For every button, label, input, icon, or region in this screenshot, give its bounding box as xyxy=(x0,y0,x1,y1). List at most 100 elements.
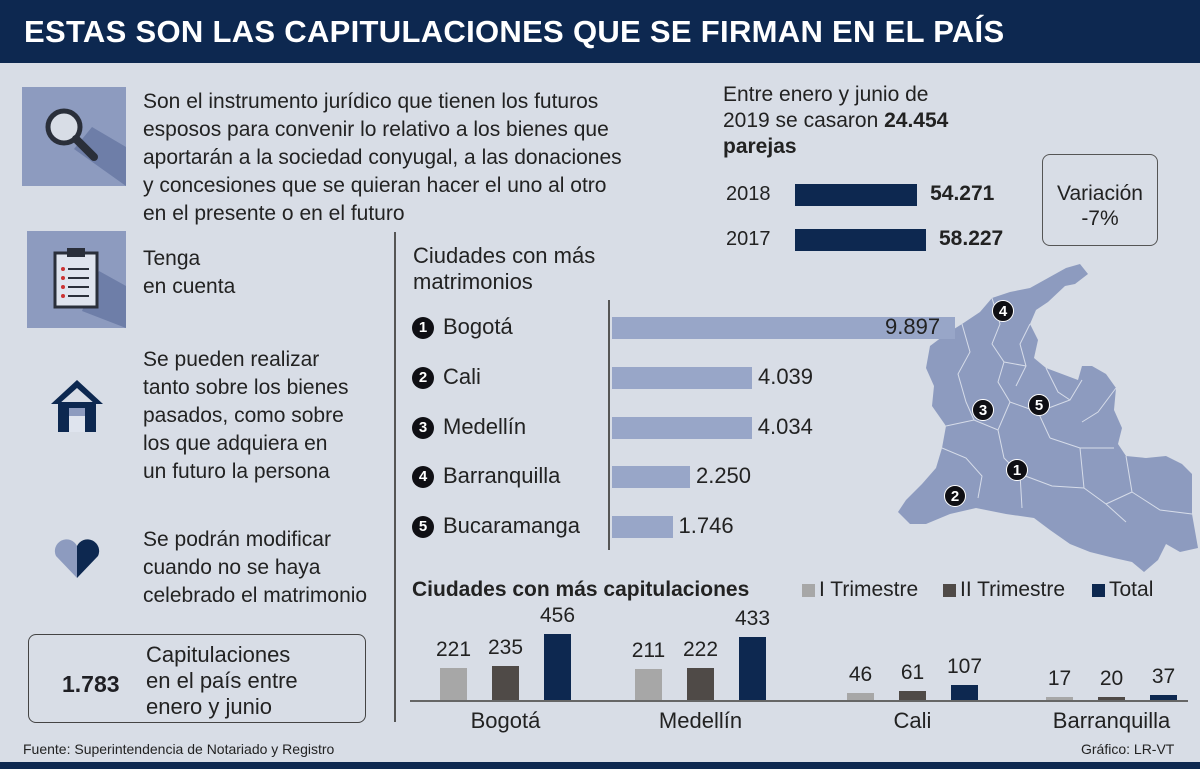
clipboard-icon-box xyxy=(27,231,126,328)
notes-heading-line: Tenga xyxy=(143,247,201,270)
capitulaciones-category-label: Bogotá xyxy=(470,708,541,733)
map-marker-5: 5 xyxy=(1028,394,1050,416)
notes-heading: Tenga en cuenta xyxy=(143,245,235,301)
city-value-label: 4.034 xyxy=(757,414,813,439)
marriages-chart-axis xyxy=(608,300,610,550)
capitulaciones-value-label: 235 xyxy=(487,635,524,659)
city-bar xyxy=(612,367,752,389)
capitulaciones-value-label: 17 xyxy=(1047,667,1072,690)
city-bar xyxy=(612,317,955,339)
note-line: pasados, como sobre xyxy=(143,404,344,427)
map-marker-3: 3 xyxy=(972,399,994,421)
capitulaciones-baseline xyxy=(410,700,1188,702)
year-bar xyxy=(795,184,918,206)
city-value-label: 9.897 xyxy=(885,314,941,339)
notes-heading-line: en cuenta xyxy=(143,275,236,298)
page-title: ESTAS SON LAS CAPITULACIONES QUE SE FIRM… xyxy=(24,14,1005,49)
city-bar xyxy=(612,417,752,439)
total-label-line: enero y junio xyxy=(146,694,272,719)
capitulaciones-value-label: 221 xyxy=(435,638,472,661)
house-icon xyxy=(51,380,103,432)
rank-badge: 3 xyxy=(412,417,434,439)
note-line: Se pueden realizar xyxy=(143,348,320,371)
note-line: celebrado el matrimonio xyxy=(143,584,368,607)
capitulaciones-value-label: 456 xyxy=(539,604,576,627)
intro-line: y concesiones que se quieran hacer el un… xyxy=(143,174,607,197)
map-marker-1: 1 xyxy=(1006,459,1028,481)
legend-swatch xyxy=(943,584,956,597)
note-modificar: Se podrán modificar cuando no se haya ce… xyxy=(143,526,367,610)
capitulaciones-bar xyxy=(492,665,519,700)
marriages-line: parejas xyxy=(723,135,797,158)
marriages-total: 24.454 xyxy=(884,109,949,132)
capitulaciones-value-label: 46 xyxy=(848,663,873,687)
total-capitulaciones-box: 1.783 Capitulaciones en el país entre en… xyxy=(28,634,366,723)
total-label: Capitulaciones en el país entre enero y … xyxy=(146,642,298,720)
city-value-label: 1.746 xyxy=(678,513,734,538)
note-line: los que adquiera en xyxy=(143,432,328,455)
city-bar xyxy=(612,466,690,488)
city-label: Medellín xyxy=(443,414,527,439)
legend-label: I Trimestre xyxy=(819,578,919,601)
capitulaciones-chart-title: Ciudades con más capitulaciones xyxy=(412,578,750,601)
heart-icon xyxy=(54,539,100,578)
note-line: tanto sobre los bienes xyxy=(143,376,349,399)
intro-line: Son el instrumento jurídico que tienen l… xyxy=(143,90,599,113)
variation-label: Variación xyxy=(1057,182,1143,205)
city-value-label: 2.250 xyxy=(695,463,752,488)
capitulaciones-value-label: 37 xyxy=(1151,664,1176,688)
intro-line: esposos para convenir lo relativo a los … xyxy=(143,118,609,141)
city-label: Cali xyxy=(443,364,481,389)
capitulaciones-bar xyxy=(1046,697,1073,700)
capitulaciones-bar xyxy=(544,634,571,700)
magnifier-icon xyxy=(45,108,126,186)
capitulaciones-bar xyxy=(1150,694,1177,700)
capitulaciones-bar xyxy=(847,693,874,700)
year-label: 2017 xyxy=(726,228,771,250)
colombia-map xyxy=(898,264,1198,572)
intro-text: Son el instrumento jurídico que tienen l… xyxy=(143,88,683,228)
credit-note: Gráfico: LR-VT xyxy=(1081,741,1175,757)
year-label: 2018 xyxy=(726,183,771,205)
year-value-label: 54.271 xyxy=(930,182,995,205)
marriages-summary: Entre enero y junio de 2019 se casaron 2… xyxy=(723,82,948,160)
city-value-label: 4.039 xyxy=(757,364,814,389)
note-line: Se podrán modificar xyxy=(143,528,331,551)
capitulaciones-category-label: Barranquilla xyxy=(1052,708,1171,733)
rank-badge: 1 xyxy=(412,317,434,339)
capitulaciones-value-label: 222 xyxy=(682,637,719,661)
rank-badge: 5 xyxy=(412,516,434,538)
total-value: 1.783 xyxy=(62,671,120,697)
map-marker-4: 4 xyxy=(992,300,1014,322)
variation-value: -7% xyxy=(1081,207,1119,230)
capitulaciones-bar xyxy=(1098,697,1125,700)
capitulaciones-value-label: 433 xyxy=(734,607,771,631)
legend-swatch xyxy=(1092,584,1105,597)
legend-label: II Trimestre xyxy=(960,578,1066,601)
divider xyxy=(394,232,396,722)
marriages-line: Entre enero y junio de xyxy=(723,83,929,106)
year-bar xyxy=(795,229,926,251)
intro-line: aportarán a la sociedad conyugal, a las … xyxy=(143,146,622,169)
rank-badge: 2 xyxy=(412,367,434,389)
map-marker-2: 2 xyxy=(944,485,966,507)
total-label-line: en el país entre xyxy=(146,668,298,693)
clipboard-icon xyxy=(53,248,126,328)
capitulaciones-value-label: 61 xyxy=(900,661,925,685)
source-note: Fuente: Superintendencia de Notariado y … xyxy=(23,741,335,757)
intro-line: en el presente o en el futuro xyxy=(143,202,405,225)
capitulaciones-value-label: 20 xyxy=(1099,667,1124,690)
capitulaciones-value-label: 211 xyxy=(631,639,666,663)
capitulaciones-category-label: Medellín xyxy=(658,708,743,733)
capitulaciones-value-label: 107 xyxy=(946,654,983,678)
city-label: Bogotá xyxy=(443,314,513,339)
city-label: Bucaramanga xyxy=(443,513,580,538)
header-bar: ESTAS SON LAS CAPITULACIONES QUE SE FIRM… xyxy=(0,0,1200,63)
capitulaciones-bar xyxy=(899,691,926,700)
capitulaciones-bar xyxy=(687,667,714,700)
capitulaciones-bar xyxy=(440,668,467,700)
city-label: Barranquilla xyxy=(443,463,561,488)
legend-label: Total xyxy=(1109,578,1154,601)
city-bar xyxy=(612,516,673,538)
legend-swatch xyxy=(802,584,815,597)
